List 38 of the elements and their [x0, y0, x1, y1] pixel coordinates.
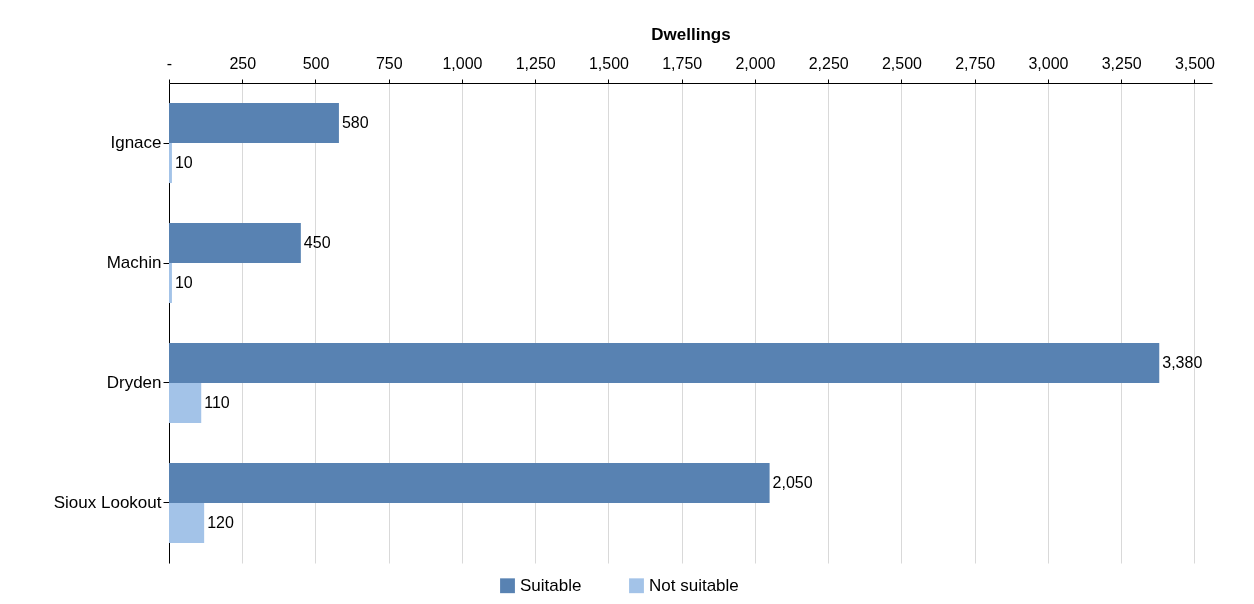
x-tick-label: 1,000: [442, 54, 483, 72]
x-tick-label: 1,250: [515, 54, 556, 72]
data-label: 10: [174, 154, 193, 172]
bar: [169, 103, 339, 144]
x-tick-label: 3,250: [1101, 54, 1142, 72]
x-tick-label: 750: [375, 54, 403, 72]
data-label: 110: [204, 394, 230, 411]
data-label: 450: [303, 234, 331, 251]
bar: [169, 342, 1160, 383]
bar: [169, 222, 301, 264]
legend-label: Suitable: [520, 575, 582, 595]
x-tick-label: -: [166, 54, 173, 72]
x-tick-label: 2,000: [735, 54, 776, 72]
x-tick-label: 1,500: [588, 54, 630, 72]
data-label: 3,380: [1162, 353, 1203, 371]
data-label: 10: [174, 274, 193, 292]
x-tick-label: 1,750: [662, 54, 703, 72]
bar: [169, 462, 770, 503]
x-tick-label: 250: [229, 54, 257, 72]
data-label: 580: [341, 114, 369, 132]
x-tick-label: 2,250: [808, 54, 849, 72]
legend-label: Not suitable: [649, 575, 739, 595]
data-label: 2,050: [772, 473, 813, 491]
data-label: 120: [207, 513, 234, 531]
x-tick-label: 500: [302, 54, 330, 72]
y-tick-label: Sioux Lookout: [53, 492, 162, 512]
bar: [169, 143, 172, 184]
bar: [169, 502, 205, 543]
x-tick-label: 2,750: [955, 54, 996, 72]
x-tick-label: 3,000: [1028, 54, 1069, 72]
x-tick-label: 3,500: [1174, 54, 1216, 72]
bar: [169, 382, 202, 424]
x-tick-label: 2,500: [881, 54, 923, 72]
y-tick-label: Dryden: [106, 372, 162, 392]
x-axis-title: Dwellings: [651, 24, 731, 44]
y-tick-label: Machin: [106, 253, 162, 273]
y-tick-label: Ignace: [110, 133, 162, 153]
bar: [169, 263, 172, 304]
